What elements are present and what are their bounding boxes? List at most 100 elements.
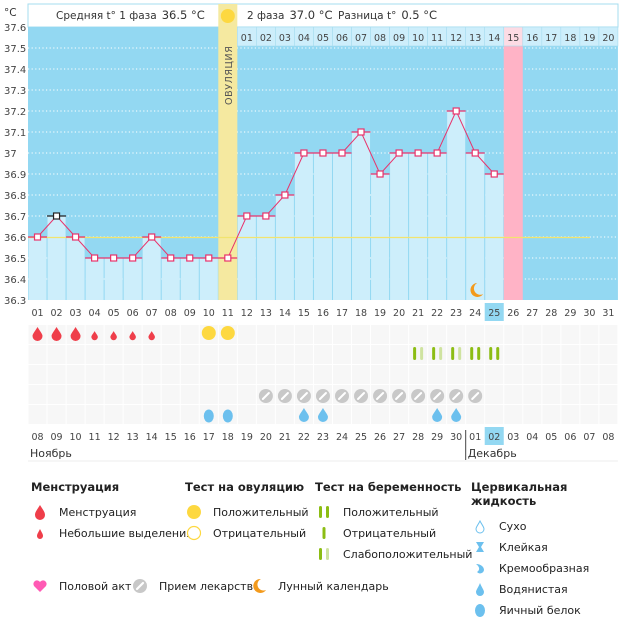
creamy-icon [471,560,489,576]
phase2-day-label: 01 [241,33,253,44]
symbol-cell [142,385,161,404]
cycle-day-label: 19 [374,308,386,319]
symbol-cell [104,365,123,384]
symbol-cell [294,365,313,384]
symbol-cell [256,325,275,344]
y-tick-label: 37.6 [4,23,26,34]
cycle-day-label: 22 [431,308,443,319]
symbol-cell [466,405,485,424]
temperature-point [471,149,479,157]
cycle-day-label: 17 [336,308,348,319]
cycle-day-label: 09 [184,308,196,319]
date-label: 09 [50,432,62,443]
symbol-cell [313,365,332,384]
temperature-bar [313,153,332,300]
cycle-day-label: 11 [222,308,234,319]
cycle-day-label: 28 [545,308,557,319]
symbol-cell [599,405,618,424]
symbol-cell [504,325,523,344]
symbol-cell [485,405,504,424]
symbol-cell [428,345,447,364]
symbol-cell [66,405,85,424]
phase2-day-label: 08 [374,33,386,44]
temperature-point [110,254,118,262]
cycle-day-label: 02 [50,308,62,319]
cycle-day-label: 04 [89,308,101,319]
pill-stripe [395,392,404,400]
symbol-cell [218,385,237,404]
y-tick-label: 36.5 [4,254,26,265]
symbol-cell [218,345,237,364]
cycle-day-label: 06 [127,308,139,319]
symbol-cell [237,325,256,344]
symbol-cell [47,345,66,364]
symbol-cell [28,345,47,364]
cycle-day-label: 16 [317,308,329,319]
temperature-bar [104,258,123,300]
pregnancy-test-line-icon [432,347,436,360]
faint-line-icon [315,546,333,562]
phase2-day-label: 06 [336,33,348,44]
pregnancy-test-line-icon [489,347,493,360]
symbol-cell [123,405,142,424]
negative-circle-icon [185,525,203,541]
temperature-point [148,233,156,241]
ovulation-sun-icon [220,9,235,23]
cycle-day-label: 03 [70,308,82,319]
diff-label: Разница t° 0.5 °C [338,8,437,22]
date-label: 03 [507,432,519,443]
temperature-point [71,233,80,241]
symbol-cell [85,405,104,424]
symbol-cell [580,365,599,384]
plot-area: 37.6 37.5 37.4 37.3 37.2 37.1 37 36.9 36.8 36.7 36… [4,4,619,321]
pregnancy-test-line-icon [458,347,462,360]
symbol-cell [161,325,180,344]
symbol-cell [504,345,523,364]
phase2-day-label: 04 [298,33,310,44]
legend-title: Тест на беременность [315,480,462,494]
pill-stripe [452,392,461,400]
temperature-point [33,233,42,241]
symbol-cell [332,405,352,424]
date-label: 28 [412,432,424,443]
date-label: 04 [526,432,538,443]
symbol-cell [371,405,390,424]
moon-icon [250,578,268,594]
y-tick-label: 36.4 [4,275,26,286]
ovulation-test-positive-icon [220,326,235,340]
legend-label: Отрицательный [343,526,437,540]
legend-label: Лунный календарь [278,579,389,593]
phase2-day-label: 17 [545,33,557,44]
symbol-cell [85,365,104,384]
y-tick-label: 37.1 [4,128,26,139]
temperature-point [262,212,270,220]
symbol-cell [180,385,199,404]
symbol-cell [66,385,85,404]
y-tick-label: 36.8 [4,191,26,202]
phase2-day-label: 16 [526,33,538,44]
temperature-point [52,212,61,220]
temperature-bar [294,153,313,300]
symbol-cell [123,385,142,404]
cycle-day-label: 24 [469,308,481,319]
date-label: 22 [298,432,310,443]
legend-item: Положительный [315,502,472,522]
symbol-cell [352,345,371,364]
symbol-cell [466,325,485,344]
y-tick-label: 37.4 [4,65,26,76]
pill-stripe [357,392,366,400]
symbol-cell [561,385,580,404]
symbol-rows: 08 09 10 11 12 13 14 15 16 17 18 19 20 21 22 23 24 25 26 27… [28,325,618,462]
moon-icon [470,283,484,297]
date-label: 21 [279,432,291,443]
symbol-cell [523,365,542,384]
bbt-chart: °C Средняя t° 1 фаза 36.5 °C 2 фаза 37.0 °… [4,3,619,462]
watery-drop-icon [317,408,328,422]
phase2-day-label: 05 [317,33,329,44]
pill-stripe [433,392,442,400]
symbol-cell [66,365,85,384]
date-label: 17 [203,432,215,443]
positive-circle-icon [185,504,203,520]
temperature-bar [466,153,485,300]
symbol-cell [561,325,580,344]
